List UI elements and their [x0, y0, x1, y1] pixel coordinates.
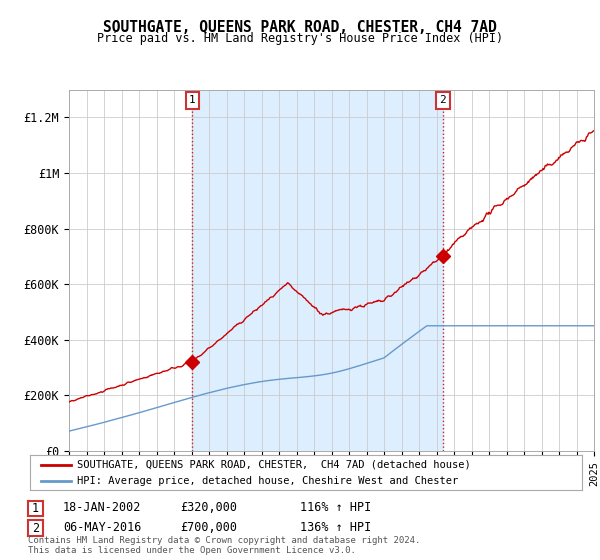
Text: 18-JAN-2002: 18-JAN-2002 — [63, 501, 142, 515]
Text: 2: 2 — [32, 521, 39, 535]
Bar — [193, 90, 443, 451]
Text: HPI: Average price, detached house, Cheshire West and Chester: HPI: Average price, detached house, Ches… — [77, 477, 458, 486]
Text: £320,000: £320,000 — [180, 501, 237, 515]
Text: Price paid vs. HM Land Registry's House Price Index (HPI): Price paid vs. HM Land Registry's House … — [97, 32, 503, 45]
Text: £700,000: £700,000 — [180, 521, 237, 534]
Text: 1: 1 — [189, 95, 196, 105]
Text: 06-MAY-2016: 06-MAY-2016 — [63, 521, 142, 534]
Text: 116% ↑ HPI: 116% ↑ HPI — [300, 501, 371, 515]
Text: 2: 2 — [440, 95, 446, 105]
Text: 1: 1 — [32, 502, 39, 515]
Text: SOUTHGATE, QUEENS PARK ROAD, CHESTER, CH4 7AD: SOUTHGATE, QUEENS PARK ROAD, CHESTER, CH… — [103, 20, 497, 35]
Text: Contains HM Land Registry data © Crown copyright and database right 2024.
This d: Contains HM Land Registry data © Crown c… — [28, 536, 421, 555]
Text: SOUTHGATE, QUEENS PARK ROAD, CHESTER,  CH4 7AD (detached house): SOUTHGATE, QUEENS PARK ROAD, CHESTER, CH… — [77, 460, 470, 470]
Text: 136% ↑ HPI: 136% ↑ HPI — [300, 521, 371, 534]
